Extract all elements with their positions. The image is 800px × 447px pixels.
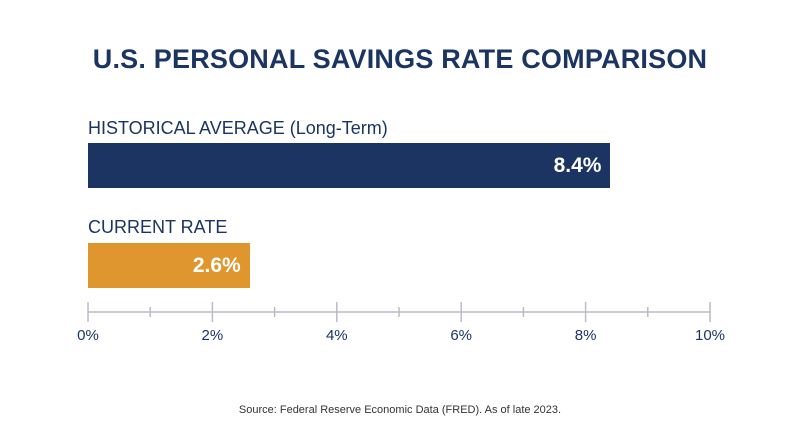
source-note: Source: Federal Reserve Economic Data (F… bbox=[238, 404, 562, 416]
bar-current-rate: 2.6% bbox=[88, 243, 250, 288]
chart-title: U.S. PERSONAL SAVINGS RATE COMPARISON bbox=[92, 44, 708, 74]
category-label-historical-average: HISTORICAL AVERAGE (Long-Term) bbox=[88, 118, 388, 138]
category-label-current-rate: CURRENT RATE bbox=[88, 217, 228, 237]
x-axis-tick-label: 10% bbox=[694, 327, 726, 344]
x-axis-tick-label: 6% bbox=[450, 327, 473, 344]
bar-historical-average: 8.4% bbox=[88, 143, 611, 188]
x-axis-tick-label: 4% bbox=[325, 327, 348, 344]
x-axis-tick-label: 0% bbox=[77, 327, 99, 344]
x-axis-tick-label: 8% bbox=[574, 327, 597, 344]
data-label-historical-average: 8.4% bbox=[553, 153, 602, 177]
x-axis-tick-label: 2% bbox=[201, 327, 224, 344]
data-label-current-rate: 2.6% bbox=[192, 253, 241, 277]
